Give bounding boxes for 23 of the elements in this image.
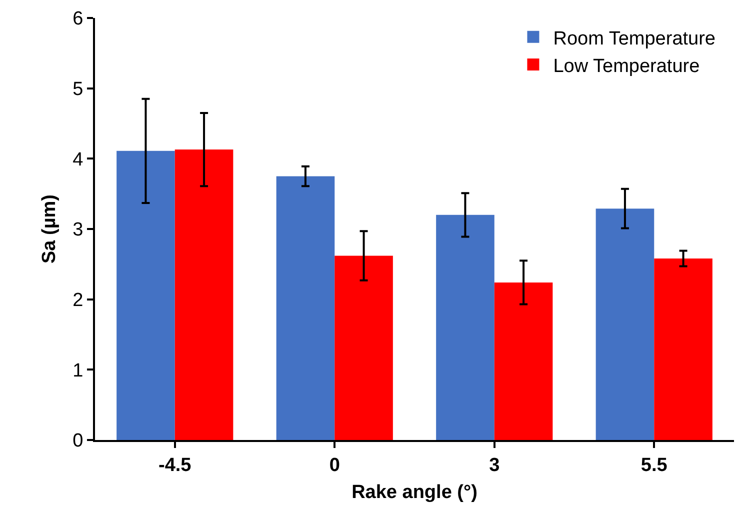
bar xyxy=(596,208,654,440)
y-tick-label: 4 xyxy=(72,149,84,170)
bar xyxy=(654,258,712,440)
x-tick-label: 3 xyxy=(489,454,500,476)
bar xyxy=(436,214,494,440)
y-tick-label: 6 xyxy=(72,8,84,30)
y-axis-title: Sa (µm) xyxy=(38,194,60,264)
y-tick-label: 2 xyxy=(72,290,84,311)
bar xyxy=(494,282,553,440)
y-tick-label: 5 xyxy=(72,78,84,100)
x-axis-title: Rake angle (°) xyxy=(352,482,478,504)
x-tick-label: -4.5 xyxy=(158,454,192,476)
bar xyxy=(116,150,175,440)
y-tick-label: 0 xyxy=(72,430,84,452)
y-tick-label: 3 xyxy=(72,220,84,241)
x-tick-label: 0 xyxy=(329,454,340,476)
legend-label: Room Temperature xyxy=(553,28,716,50)
x-tick-label: 5.5 xyxy=(640,454,668,476)
bar xyxy=(276,176,335,440)
bar xyxy=(334,256,393,440)
y-tick-label: 1 xyxy=(72,360,84,382)
legend-label: Low Temperature xyxy=(553,56,700,77)
bar xyxy=(174,150,234,440)
